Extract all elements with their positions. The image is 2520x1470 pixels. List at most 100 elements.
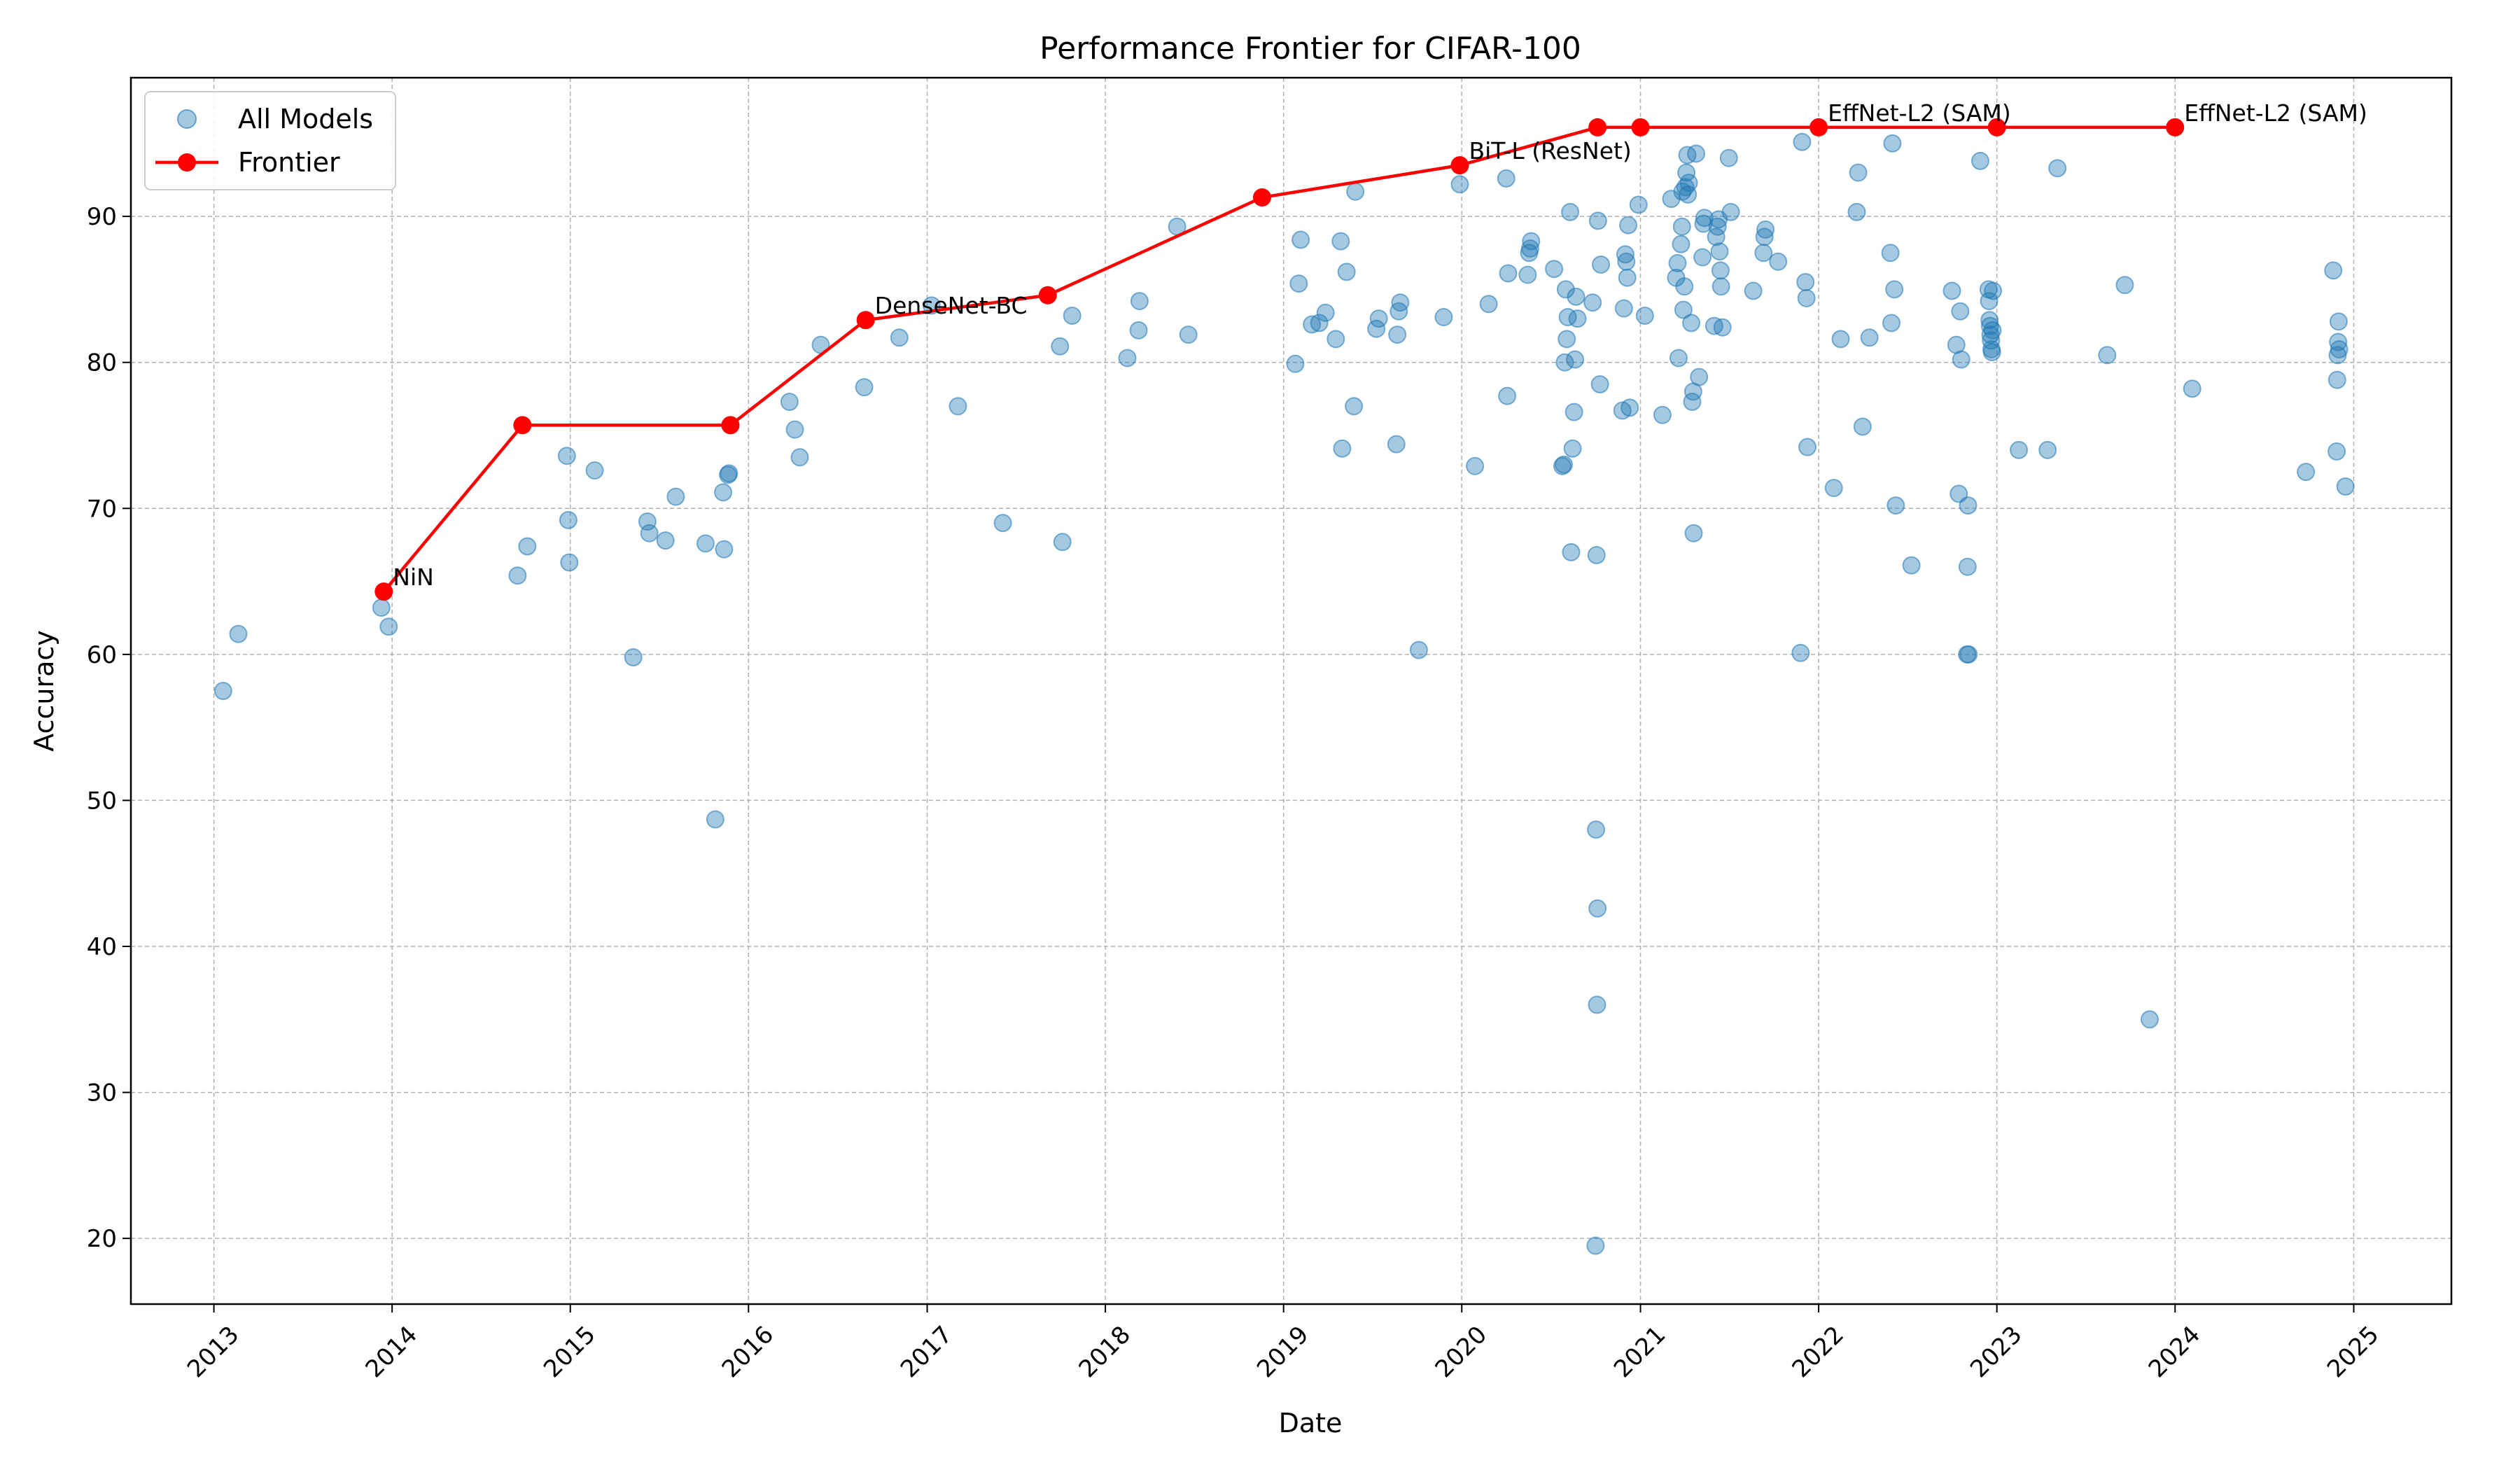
scatter-point: [1983, 321, 2002, 340]
y-axis: 20 30 40 50 60 70 80 90: [87, 203, 131, 1253]
scatter-point: [1498, 386, 1517, 405]
scatter-point: [1719, 148, 1738, 167]
scatter-point: [720, 464, 738, 483]
frontier-line-layer: [374, 118, 2185, 601]
scatter-point: [1959, 645, 1978, 664]
scatter-point: [1520, 239, 1539, 258]
scatter-point: [855, 378, 874, 397]
scatter-point: [1588, 995, 1606, 1014]
scatter-point: [1051, 337, 1070, 356]
scatter-point: [2328, 370, 2346, 389]
y-tick-label: 60: [87, 641, 117, 669]
scatter-point: [1982, 343, 2001, 362]
scatter-point: [1675, 277, 1694, 296]
scatter-point: [1434, 308, 1453, 327]
scatter-point: [1331, 232, 1350, 251]
scatter-point: [1518, 265, 1537, 284]
scatter-point: [1545, 260, 1564, 279]
scatter-point: [1618, 268, 1637, 287]
scatter-point: [1292, 230, 1310, 249]
legend-frontier-marker: [178, 153, 196, 172]
scatter-point: [1556, 280, 1575, 299]
frontier-point: [1588, 118, 1607, 136]
scatter-point: [1980, 292, 1998, 311]
scatter-point: [1588, 211, 1607, 230]
scatter-point: [1555, 353, 1574, 372]
scatter-point: [1970, 151, 1989, 170]
scatter-point: [1346, 182, 1365, 201]
scatter-point: [2324, 261, 2343, 280]
scatter-point: [1409, 640, 1428, 659]
scatter-point: [1564, 402, 1583, 421]
scatter-point: [1755, 227, 1774, 246]
scatter-point: [585, 461, 604, 480]
scatter-point: [1588, 899, 1607, 918]
scatter-point: [2115, 276, 2134, 295]
scatter-point: [214, 682, 232, 700]
plot-frame: [130, 76, 2453, 1306]
scatter-points: [214, 132, 2355, 1255]
scatter-point: [1744, 281, 1763, 300]
scatter-point: [1326, 330, 1345, 349]
scatter-point: [1885, 280, 1904, 299]
scatter-point: [560, 553, 579, 572]
legend: All Models Frontier: [144, 91, 396, 190]
scatter-point: [1179, 326, 1198, 344]
scatter-point: [706, 810, 724, 829]
y-tick-label: 20: [87, 1225, 117, 1253]
scatter-point: [1674, 300, 1693, 319]
scatter-point: [1562, 542, 1581, 561]
scatter-point: [1797, 288, 1816, 307]
scatter-point: [1391, 293, 1410, 312]
frontier-annotation: NiN: [393, 564, 434, 591]
annotations: NiN DenseNet-BC BiT-L (ResNet) EffNet-L2 (S…: [393, 99, 2367, 591]
scatter-point: [1951, 302, 1970, 321]
scatter-point: [2329, 312, 2348, 331]
scatter-point: [1586, 1236, 1605, 1255]
scatter-point: [1629, 195, 1648, 214]
scatter-point: [1583, 293, 1602, 312]
scatter-point: [1886, 496, 1905, 515]
frontier-annotation: DenseNet-BC: [875, 292, 1028, 319]
scatter-point: [557, 447, 576, 465]
scatter-point: [1522, 232, 1541, 251]
scatter-point: [1669, 349, 1688, 368]
scatter-point: [1831, 330, 1850, 349]
scatter-point: [1712, 277, 1730, 296]
y-tick-label: 80: [87, 349, 117, 377]
frontier-point: [2166, 118, 2185, 136]
frontier-point: [1038, 286, 1057, 304]
grid-layer: [131, 78, 2451, 1304]
scatter-point: [1616, 245, 1634, 264]
scatter-point: [1791, 643, 1810, 662]
frontier-point: [1450, 156, 1469, 175]
scatter-point: [714, 483, 733, 502]
scatter-point: [1499, 264, 1518, 283]
y-tick-label: 90: [87, 203, 117, 231]
x-axis-label: Date: [1279, 1408, 1343, 1438]
frontier-point: [1987, 118, 2006, 136]
scatter-point: [1337, 262, 1356, 281]
scatter-point: [1497, 169, 1516, 188]
scatter-point: [1587, 546, 1606, 565]
scatter-point: [1980, 311, 1999, 330]
scatter-point: [2098, 346, 2117, 365]
scatter-point: [1860, 328, 1879, 347]
y-axis-label: Accuracy: [29, 630, 59, 752]
scatter-point: [1558, 330, 1576, 349]
scatter-point: [2010, 440, 2029, 459]
scatter-point: [1952, 350, 1970, 369]
scatter-point: [1388, 326, 1407, 344]
scatter-point: [1587, 820, 1606, 839]
scatter-point: [624, 648, 643, 667]
y-tick-label: 70: [87, 495, 117, 523]
scatter-point: [1053, 533, 1072, 552]
scatter-point: [1286, 354, 1305, 373]
scatter-point: [1721, 202, 1740, 221]
scatter-point: [1592, 255, 1611, 274]
scatter-point: [1450, 175, 1469, 194]
scatter-point: [1713, 318, 1732, 337]
scatter-point: [1635, 306, 1654, 325]
scatter-point: [559, 510, 578, 529]
